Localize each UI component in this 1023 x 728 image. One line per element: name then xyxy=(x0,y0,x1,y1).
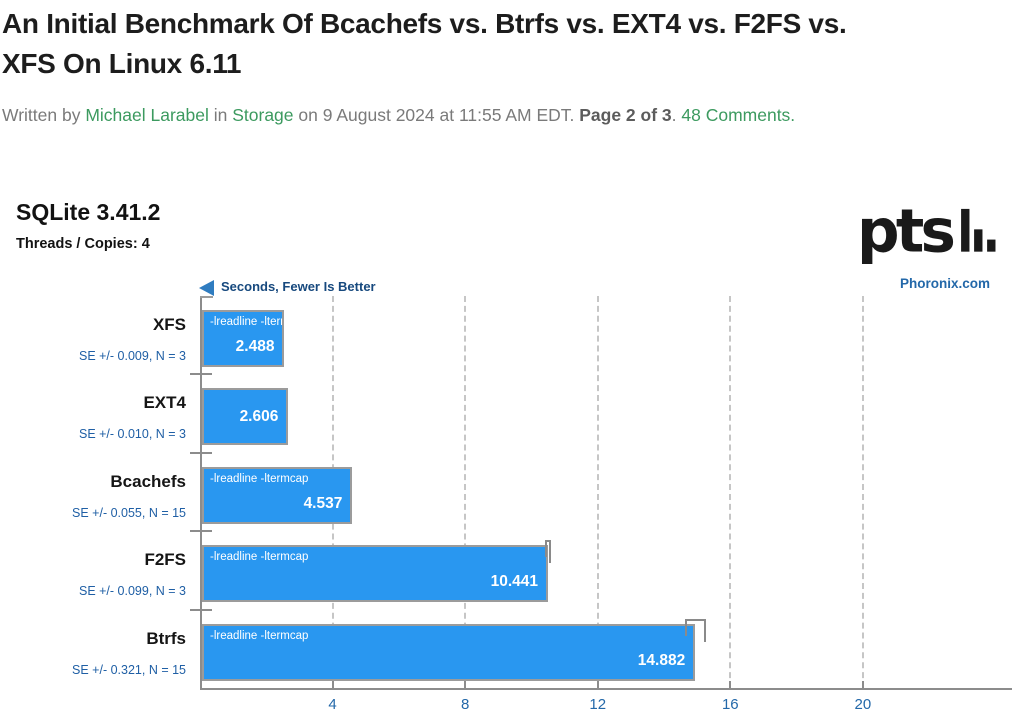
error-whisker-left-tick xyxy=(544,540,547,558)
x-axis-tick xyxy=(331,681,334,688)
left-arrow-icon xyxy=(199,280,214,296)
bar-value: 4.537 xyxy=(303,494,343,512)
bar-annotation: -lreadline -ltermcap xyxy=(210,551,309,564)
x-tick-label: 20 xyxy=(854,696,872,713)
category-separator-tick xyxy=(190,373,212,376)
bar-annotation: -lreadline -ltermcap xyxy=(210,629,309,642)
bar-value-wrap: 10.441 xyxy=(204,564,546,600)
x-axis-tick xyxy=(861,681,864,688)
standard-error-label: SE +/- 0.099, N = 3 xyxy=(78,584,186,599)
byline-separator: . xyxy=(671,105,682,125)
y-axis xyxy=(200,296,202,688)
x-axis-tick xyxy=(729,681,732,688)
bar-value: 14.882 xyxy=(637,651,686,669)
bar-annotation: -lreadline -ltermcap xyxy=(210,316,282,328)
category-label-block: F2FS SE +/- 0.099, N = 3 xyxy=(0,545,193,602)
gridline xyxy=(596,296,599,688)
x-axis-tick xyxy=(464,681,467,688)
page-indicator: Page 2 of 3 xyxy=(579,105,672,125)
bar-value: 2.488 xyxy=(235,338,275,355)
standard-error-label: SE +/- 0.009, N = 3 xyxy=(78,349,186,363)
x-axis-tick xyxy=(596,681,599,688)
x-tick-label: 8 xyxy=(460,696,470,713)
bar-value-wrap: 2.488 xyxy=(204,329,282,365)
y-axis-top-cap xyxy=(200,296,213,298)
category-label-block: Btrfs SE +/- 0.321, N = 15 xyxy=(0,624,193,681)
byline-written-by: Written by xyxy=(2,105,86,125)
x-axis xyxy=(200,688,1012,690)
standard-error-label: SE +/- 0.010, N = 3 xyxy=(78,427,186,442)
comments-link[interactable]: 48 Comments. xyxy=(681,105,796,125)
bar-value: 2.606 xyxy=(239,407,279,425)
category-label: XFS xyxy=(152,315,186,334)
phoronix-watermark: Phoronix.com xyxy=(899,276,990,291)
category-label: Bcachefs xyxy=(110,471,186,491)
error-whisker-left-tick xyxy=(684,618,687,636)
author-link[interactable]: Michael Larabel xyxy=(85,105,209,125)
standard-error-label: SE +/- 0.321, N = 15 xyxy=(72,662,186,677)
category-label: F2FS xyxy=(144,550,186,570)
value-bar: -lreadline -ltermcap 10.441 xyxy=(202,545,549,603)
category-label: EXT4 xyxy=(143,393,186,413)
gridline xyxy=(464,296,467,688)
value-bar: -lreadline -ltermcap 2.488 xyxy=(202,310,285,367)
gridline xyxy=(729,296,732,688)
category-label-block: XFS SE +/- 0.009, N = 3 xyxy=(0,310,193,367)
bar-annotation: -lreadline -ltermcap xyxy=(210,472,309,485)
byline: Written by Michael Larabel in Storage on… xyxy=(2,100,932,131)
x-tick-label: 4 xyxy=(328,696,337,713)
category-separator-tick xyxy=(190,530,212,533)
standard-error-label: SE +/- 0.055, N = 15 xyxy=(72,505,186,520)
bar-value-wrap: 4.537 xyxy=(204,486,350,522)
gridline xyxy=(861,296,864,688)
value-bar: -lreadline -ltermcap 14.882 xyxy=(202,623,696,681)
x-tick-label: 12 xyxy=(589,696,607,713)
byline-date: on 9 August 2024 at 11:55 AM EDT. xyxy=(293,105,580,125)
error-whisker-cap xyxy=(684,618,706,621)
bar-value-wrap: 2.606 xyxy=(204,390,286,443)
category-separator-tick xyxy=(190,608,212,611)
unit-note: Seconds, Fewer Is Better xyxy=(221,279,376,294)
error-whisker-cap xyxy=(544,540,552,543)
category-label: Btrfs xyxy=(146,628,186,648)
article-title-line2: XFS On Linux 6.11 xyxy=(2,48,242,79)
category-separator-tick xyxy=(190,451,212,454)
category-label-block: Bcachefs SE +/- 0.055, N = 15 xyxy=(0,467,193,524)
article-title: An Initial Benchmark Of Bcachefs vs. Btr… xyxy=(2,4,1018,84)
chart-title: SQLite 3.41.2 xyxy=(16,199,161,225)
error-whisker-right-tick xyxy=(703,618,706,642)
error-whisker-right-tick xyxy=(549,540,552,564)
value-bar: -lreadline -ltermcap 4.537 xyxy=(202,466,353,524)
article-title-line1: An Initial Benchmark Of Bcachefs vs. Btr… xyxy=(2,8,847,39)
bar-value-wrap: 14.882 xyxy=(204,643,693,679)
pts-logo-icon: pts xyxy=(857,196,1015,277)
value-bar: 2.606 xyxy=(202,388,289,446)
category-label-block: EXT4 SE +/- 0.010, N = 3 xyxy=(0,388,193,445)
bar-value: 10.441 xyxy=(490,573,539,591)
x-tick-label: 16 xyxy=(721,696,739,713)
chart-subtitle: Threads / Copies: 4 xyxy=(16,236,150,252)
category-link[interactable]: Storage xyxy=(232,105,294,125)
svg-text:pts: pts xyxy=(857,198,954,267)
byline-in: in xyxy=(208,105,233,125)
